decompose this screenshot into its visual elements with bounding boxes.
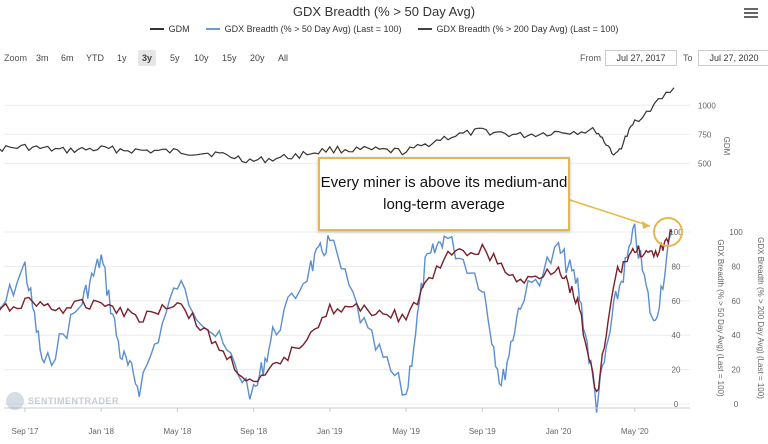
y-tick-label-breadth-200: 100 — [729, 228, 743, 237]
x-tick-label: May '18 — [164, 427, 192, 436]
y-tick-label-gdm: 1000 — [698, 101, 716, 110]
y-tick-label-breadth-200: 80 — [732, 262, 741, 271]
y-tick-label-breadth-200: 20 — [732, 366, 741, 375]
y-tick-label-breadth-50: 60 — [672, 297, 681, 306]
zoom-label: Zoom — [4, 53, 28, 63]
legend-label: GDX Breadth (% > 50 Day Avg) (Last = 100… — [224, 24, 402, 34]
y-tick-label-gdm: 750 — [698, 130, 712, 139]
legend: GDM GDX Breadth (% > 50 Day Avg) (Last =… — [0, 24, 768, 34]
breadth-50-line — [0, 223, 673, 413]
range-toolbar: Zoom 3m 6m YTD 1y 3y 5y 10y 15y 20y All … — [0, 50, 768, 68]
zoom-10y-button[interactable]: 10y — [194, 53, 209, 63]
y-axis-label-breadth-50: GDX Breadth (% > 50 Day Avg) (Last = 100… — [716, 239, 725, 397]
zoom-6m-button[interactable]: 6m — [61, 53, 74, 63]
highlight-circle — [653, 217, 683, 247]
annotation-arrow — [569, 199, 651, 227]
x-tick-label: Sep '19 — [469, 427, 496, 436]
y-tick-label-breadth-50: 0 — [674, 400, 679, 409]
legend-label: GDM — [168, 24, 190, 34]
chart-title: GDX Breadth (% > 50 Day Avg) — [292, 4, 476, 19]
x-tick-label: Jan '20 — [546, 427, 572, 436]
zoom-3m-button[interactable]: 3m — [36, 53, 49, 63]
annotation-text: Every miner is above its medium-and long… — [320, 174, 568, 213]
legend-swatch — [205, 28, 220, 30]
annotation-callout: Every miner is above its medium-and long… — [318, 157, 570, 231]
y-tick-label-breadth-50: 100 — [669, 228, 683, 237]
legend-item-breadth-50[interactable]: GDX Breadth (% > 50 Day Avg) (Last = 100… — [205, 24, 402, 34]
from-label: From — [580, 53, 601, 63]
menu-icon[interactable] — [744, 8, 758, 18]
breadth-200-line — [0, 228, 673, 393]
y-tick-label-breadth-200: 0 — [734, 400, 739, 409]
legend-swatch — [149, 28, 164, 30]
gdm-line — [0, 87, 675, 164]
y-tick-label-breadth-50: 20 — [672, 366, 681, 375]
chart-canvas: 500 750 1000 GDM 0 0 20 20 40 40 60 60 80 80 100 100 GDX… — [0, 87, 765, 436]
watermark-text: SENTIMENTRADER — [28, 396, 120, 406]
y-tick-label-breadth-200: 60 — [732, 297, 741, 306]
zoom-3y-button[interactable]: 3y — [138, 50, 157, 66]
legend-swatch — [417, 28, 432, 30]
zoom-1y-button[interactable]: 1y — [117, 53, 127, 63]
watermark-logo-icon — [6, 392, 24, 410]
y-tick-label-breadth-50: 40 — [672, 331, 681, 340]
x-tick-label: May '19 — [392, 427, 420, 436]
zoom-5y-button[interactable]: 5y — [170, 53, 180, 63]
to-label: To — [683, 53, 693, 63]
x-tick-label: Sep '17 — [12, 427, 39, 436]
from-date-input[interactable] — [605, 50, 677, 66]
y-tick-label-gdm: 500 — [698, 159, 712, 168]
zoom-15y-button[interactable]: 15y — [222, 53, 237, 63]
to-date-input[interactable] — [698, 50, 768, 66]
y-axis-label-gdm: GDM — [722, 137, 731, 156]
legend-label: GDX Breadth (% > 200 Day Avg) (Last = 10… — [436, 24, 619, 34]
y-tick-label-breadth-200: 40 — [732, 331, 741, 340]
y-tick-label-breadth-50: 80 — [672, 262, 681, 271]
y-axis-label-breadth-200: GDX Breadth (% > 200 Day Avg) (Last = 10… — [756, 237, 765, 399]
annotation-arrowhead — [642, 221, 650, 229]
x-tick-label: Sep '18 — [240, 427, 267, 436]
x-tick-label: May '20 — [621, 427, 649, 436]
x-tick-label: Jan '19 — [317, 427, 343, 436]
legend-item-gdm[interactable]: GDM — [149, 24, 190, 34]
legend-item-breadth-200[interactable]: GDX Breadth (% > 200 Day Avg) (Last = 10… — [417, 24, 619, 34]
watermark: SENTIMENTRADER — [6, 392, 119, 410]
x-tick-label: Jan '18 — [88, 427, 114, 436]
zoom-all-button[interactable]: All — [278, 53, 289, 63]
zoom-ytd-button[interactable]: YTD — [86, 53, 104, 63]
zoom-20y-button[interactable]: 20y — [250, 53, 265, 63]
